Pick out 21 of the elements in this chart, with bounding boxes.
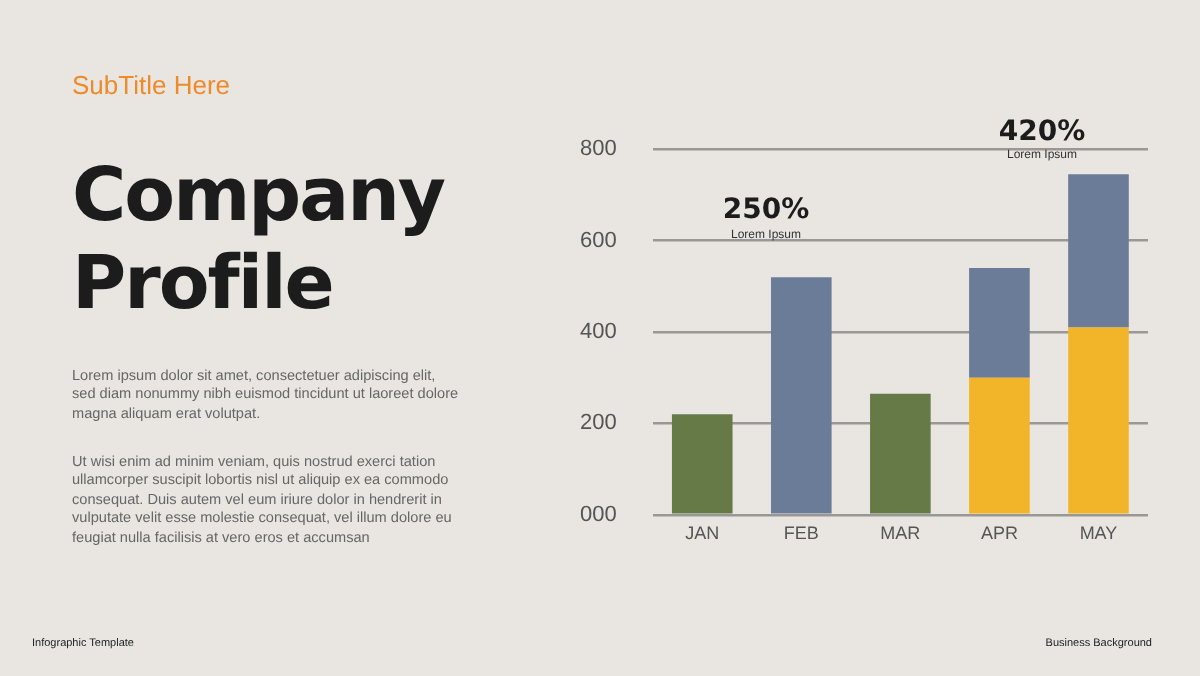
text: 420% (996, 116, 1088, 148)
bar (671, 414, 733, 514)
text: SubTitle Here (72, 70, 230, 100)
y-tick-label: 600 (579, 228, 617, 253)
text: Company Profile (72, 152, 447, 328)
x-tick-label: JAN (685, 522, 720, 543)
x-tick-label: MAY (1079, 522, 1118, 543)
bar (1068, 174, 1129, 328)
bar (870, 393, 931, 514)
bar (770, 277, 832, 514)
bar (969, 268, 1030, 378)
y-tick-label: 000 (579, 502, 617, 527)
y-tick-label: 200 (579, 411, 617, 436)
y-tick-label: 800 (579, 137, 617, 162)
x-tick-label: APR (980, 522, 1019, 543)
y-tick-label: 400 (579, 320, 617, 345)
x-tick-label: FEB (783, 522, 819, 543)
bar (969, 377, 1030, 514)
annotation: 250% (720, 194, 812, 226)
bar (1068, 327, 1129, 514)
x-tick-label: MAR (880, 522, 922, 543)
